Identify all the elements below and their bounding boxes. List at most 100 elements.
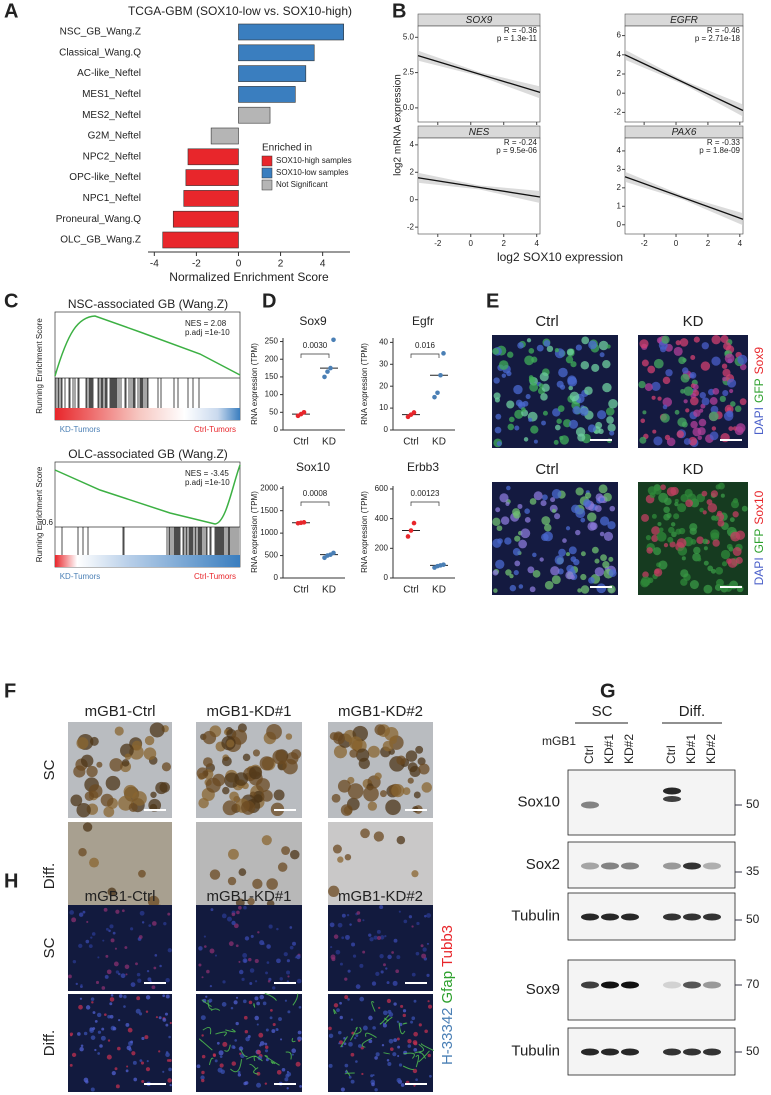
image-texture xyxy=(508,416,515,423)
image-texture xyxy=(396,755,406,765)
blot-band xyxy=(703,862,721,870)
x-tick-label: 4 xyxy=(534,239,539,248)
image-texture xyxy=(385,967,388,970)
image-texture xyxy=(363,785,379,802)
image-texture xyxy=(396,835,406,845)
image-texture xyxy=(332,844,342,854)
image-texture xyxy=(114,726,124,736)
image-texture xyxy=(238,1046,244,1051)
axis-end-label: Ctrl-Tumors xyxy=(194,572,236,581)
image-texture xyxy=(90,997,95,1001)
image-texture xyxy=(707,565,714,572)
panel-letter: A xyxy=(4,0,18,22)
image-texture xyxy=(396,955,401,960)
image-texture xyxy=(715,484,721,490)
image-texture xyxy=(92,1011,96,1014)
protein-label: Sox9 xyxy=(526,981,560,998)
image-texture xyxy=(340,804,353,816)
image-texture xyxy=(240,1049,248,1058)
image-texture xyxy=(653,436,663,446)
x-tick-label: Ctrl xyxy=(403,585,419,596)
x-tick-label: KD xyxy=(322,585,336,596)
image-texture xyxy=(285,1051,292,1060)
image-texture xyxy=(662,397,673,407)
image-texture xyxy=(524,355,534,366)
y-tick-label: 4 xyxy=(410,140,415,149)
image-texture xyxy=(669,541,676,548)
legend-swatch xyxy=(261,155,273,167)
x-tick-label: Ctrl xyxy=(293,437,309,448)
image-texture xyxy=(379,905,384,910)
image-texture xyxy=(277,862,288,872)
image-texture xyxy=(235,1021,239,1026)
image-texture xyxy=(374,1088,378,1092)
image-texture xyxy=(379,1014,390,1025)
gsea-stat: NES = 2.08 xyxy=(185,319,227,328)
bar xyxy=(185,169,239,186)
image-texture xyxy=(606,416,614,424)
blot-band xyxy=(703,981,721,989)
image-texture xyxy=(357,918,362,923)
image-texture xyxy=(608,398,618,409)
image-texture xyxy=(541,383,550,392)
image-texture xyxy=(376,929,381,934)
image-texture xyxy=(584,492,592,499)
stain-word: Tubb3 xyxy=(439,925,456,967)
image-texture xyxy=(284,1077,289,1082)
image-texture xyxy=(136,972,141,977)
image-texture xyxy=(540,393,548,401)
image-texture xyxy=(286,959,290,963)
panel-letter: B xyxy=(392,0,406,22)
image-texture xyxy=(253,1067,259,1075)
image-texture xyxy=(295,1061,301,1067)
image-texture xyxy=(214,954,218,957)
blot-band xyxy=(621,981,639,989)
image-texture xyxy=(287,975,290,978)
image-texture xyxy=(418,1023,422,1027)
image-texture xyxy=(727,378,737,388)
enrichment-curve xyxy=(54,315,241,377)
image-texture xyxy=(241,977,245,981)
y-tick-label: 40 xyxy=(379,337,388,346)
cell-line-label: mGB1 xyxy=(542,734,576,748)
image-texture xyxy=(685,499,694,508)
image-texture xyxy=(550,497,556,503)
axis-end-label: KD-Tumors xyxy=(60,425,101,434)
image-texture xyxy=(587,512,597,522)
image-texture xyxy=(358,1044,362,1048)
image-texture xyxy=(330,945,333,949)
image-texture xyxy=(126,1045,132,1051)
image-texture xyxy=(518,539,527,549)
image-texture xyxy=(658,527,664,533)
image-texture xyxy=(386,981,390,985)
x-tick-label: 0 xyxy=(674,239,679,248)
image-texture xyxy=(297,1039,301,1043)
image-texture xyxy=(539,372,549,382)
column-label: mGB1-KD#1 xyxy=(206,888,291,905)
image-texture xyxy=(426,913,431,918)
image-texture xyxy=(674,501,679,507)
image-texture xyxy=(507,351,514,358)
image-texture xyxy=(702,510,707,515)
image-texture xyxy=(201,1070,205,1075)
x-tick-label: 2 xyxy=(706,239,711,248)
image-texture xyxy=(328,885,340,897)
image-texture xyxy=(400,1004,404,1008)
image-texture xyxy=(328,1026,332,1031)
y-tick-label: 5.0 xyxy=(403,32,415,41)
marker-label: 50 xyxy=(746,797,760,811)
image-texture xyxy=(250,934,254,938)
image-texture xyxy=(580,361,590,370)
image-texture xyxy=(333,1003,339,1008)
image-texture xyxy=(104,974,109,979)
image-texture xyxy=(243,1081,247,1086)
image-texture xyxy=(208,1057,214,1066)
image-texture xyxy=(558,367,568,378)
gsea-title: NSC-associated GB (Wang.Z) xyxy=(68,297,228,311)
annotation: R = -0.24 xyxy=(504,138,538,147)
image-texture xyxy=(259,756,274,771)
image-texture xyxy=(647,365,656,374)
bar xyxy=(210,127,239,145)
image-texture xyxy=(692,384,699,390)
stain-label: DAPI GFP Sox9 xyxy=(752,347,766,435)
